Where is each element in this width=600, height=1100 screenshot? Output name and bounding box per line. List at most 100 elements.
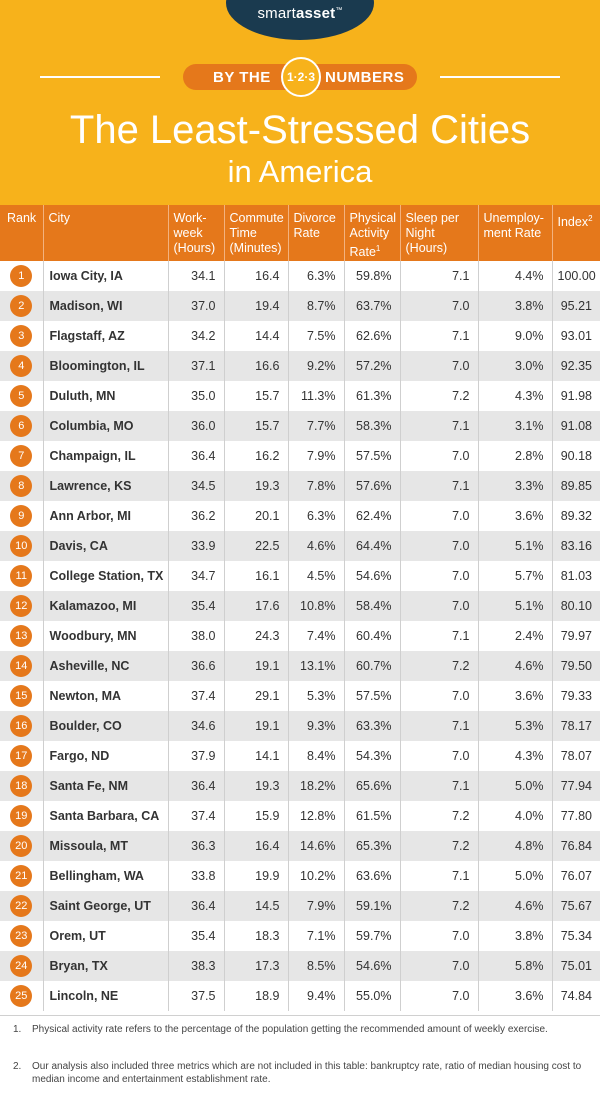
cell-commute: 16.2 <box>223 441 288 471</box>
rank-badge: 13 <box>10 625 33 647</box>
table-row: 16 Boulder, CO 34.6 19.1 9.3% 63.3% 7.1 5.3% 78.… <box>0 711 600 741</box>
cell-activity: 63.3% <box>343 711 400 741</box>
cell-sleep: 7.0 <box>399 981 478 1011</box>
rank-badge: 15 <box>10 685 33 707</box>
cities-table: Rank City Work-week (Hours) Commute Time (M… <box>0 205 600 1011</box>
cell-sleep: 7.0 <box>399 591 478 621</box>
cell-index: 78.17 <box>551 711 600 741</box>
cell-index: 80.10 <box>551 591 600 621</box>
cell-workweek: 36.4 <box>167 441 224 471</box>
cell-activity: 62.6% <box>343 321 400 351</box>
cell-workweek: 36.2 <box>167 501 224 531</box>
cell-unemployment: 4.6% <box>477 651 552 681</box>
cell-activity: 65.6% <box>343 771 400 801</box>
cell-workweek: 35.4 <box>167 591 224 621</box>
cell-workweek: 38.0 <box>167 621 224 651</box>
cell-sleep: 7.1 <box>399 321 478 351</box>
rank-badge: 24 <box>10 955 33 977</box>
banner-rule-right <box>440 76 560 78</box>
cell-unemployment: 4.8% <box>477 831 552 861</box>
cell-unemployment: 5.0% <box>477 771 552 801</box>
cell-activity: 60.7% <box>343 651 400 681</box>
cell-city: Iowa City, IA <box>42 261 168 291</box>
cell-index: 77.94 <box>551 771 600 801</box>
rank-badge: 23 <box>10 925 33 947</box>
cell-activity: 57.5% <box>343 681 400 711</box>
rank-badge: 6 <box>10 415 33 437</box>
cell-rank: 4 <box>0 351 43 381</box>
cell-divorce: 6.3% <box>287 261 344 291</box>
cell-city: Woodbury, MN <box>42 621 168 651</box>
cell-index: 93.01 <box>551 321 600 351</box>
cell-activity: 61.5% <box>343 801 400 831</box>
cell-rank: 3 <box>0 321 43 351</box>
cell-workweek: 33.9 <box>167 531 224 561</box>
cell-city: Davis, CA <box>42 531 168 561</box>
cell-workweek: 36.4 <box>167 891 224 921</box>
cell-sleep: 7.2 <box>399 381 478 411</box>
cell-activity: 57.6% <box>343 471 400 501</box>
cell-index: 92.35 <box>551 351 600 381</box>
table-row: 25 Lincoln, NE 37.5 18.9 9.4% 55.0% 7.0 3.6% 74.… <box>0 981 600 1011</box>
cell-unemployment: 5.1% <box>477 531 552 561</box>
table-row: 17 Fargo, ND 37.9 14.1 8.4% 54.3% 7.0 4.3% 78.07 <box>0 741 600 771</box>
cell-commute: 19.3 <box>223 771 288 801</box>
cell-activity: 65.3% <box>343 831 400 861</box>
cell-divorce: 7.5% <box>287 321 344 351</box>
cell-rank: 22 <box>0 891 43 921</box>
cell-sleep: 7.1 <box>399 711 478 741</box>
cell-activity: 60.4% <box>343 621 400 651</box>
rank-badge: 22 <box>10 895 33 917</box>
cell-unemployment: 5.0% <box>477 861 552 891</box>
cell-sleep: 7.0 <box>399 291 478 321</box>
title-line-1: The Least-Stressed Cities <box>69 108 531 152</box>
cell-city: Flagstaff, AZ <box>42 321 168 351</box>
cell-commute: 14.5 <box>223 891 288 921</box>
rank-badge: 14 <box>10 655 33 677</box>
cell-commute: 29.1 <box>223 681 288 711</box>
cell-workweek: 37.9 <box>167 741 224 771</box>
table-row: 9 Ann Arbor, MI 36.2 20.1 6.3% 62.4% 7.0 3.6% 89… <box>0 501 600 531</box>
cell-rank: 7 <box>0 441 43 471</box>
cell-sleep: 7.0 <box>399 531 478 561</box>
table-row: 23 Orem, UT 35.4 18.3 7.1% 59.7% 7.0 3.8% 75.34 <box>0 921 600 951</box>
cell-commute: 16.6 <box>223 351 288 381</box>
cell-index: 83.16 <box>551 531 600 561</box>
cell-workweek: 37.1 <box>167 351 224 381</box>
cell-index: 76.07 <box>551 861 600 891</box>
table-row: 19 Santa Barbara, CA 37.4 15.9 12.8% 61.5% 7.2… <box>0 801 600 831</box>
cell-city: Ann Arbor, MI <box>42 501 168 531</box>
cell-workweek: 37.5 <box>167 981 224 1011</box>
cell-city: Santa Barbara, CA <box>42 801 168 831</box>
cell-divorce: 11.3% <box>287 381 344 411</box>
cell-workweek: 34.1 <box>167 261 224 291</box>
cell-divorce: 7.9% <box>287 891 344 921</box>
cell-rank: 11 <box>0 561 43 591</box>
cell-activity: 63.6% <box>343 861 400 891</box>
cell-rank: 20 <box>0 831 43 861</box>
cell-divorce: 7.7% <box>287 411 344 441</box>
cell-city: Santa Fe, NM <box>42 771 168 801</box>
cell-rank: 14 <box>0 651 43 681</box>
cell-rank: 2 <box>0 291 43 321</box>
cell-sleep: 7.0 <box>399 951 478 981</box>
cell-workweek: 34.6 <box>167 711 224 741</box>
cell-city: Bellingham, WA <box>42 861 168 891</box>
cell-activity: 63.7% <box>343 291 400 321</box>
cell-workweek: 36.6 <box>167 651 224 681</box>
cell-sleep: 7.0 <box>399 501 478 531</box>
cell-index: 75.67 <box>551 891 600 921</box>
table-row: 15 Newton, MA 37.4 29.1 5.3% 57.5% 7.0 3.6% 79.3… <box>0 681 600 711</box>
cell-sleep: 7.2 <box>399 801 478 831</box>
cell-rank: 15 <box>0 681 43 711</box>
banner-badge-text: 1·2·3 <box>286 70 315 84</box>
cell-index: 90.18 <box>551 441 600 471</box>
rank-badge: 19 <box>10 805 33 827</box>
cell-index: 77.80 <box>551 801 600 831</box>
cell-sleep: 7.1 <box>399 771 478 801</box>
cell-rank: 18 <box>0 771 43 801</box>
cell-commute: 19.1 <box>223 651 288 681</box>
rank-badge: 21 <box>10 865 33 887</box>
cell-index: 91.98 <box>551 381 600 411</box>
table-row: 20 Missoula, MT 36.3 16.4 14.6% 65.3% 7.2 4.8% 7… <box>0 831 600 861</box>
